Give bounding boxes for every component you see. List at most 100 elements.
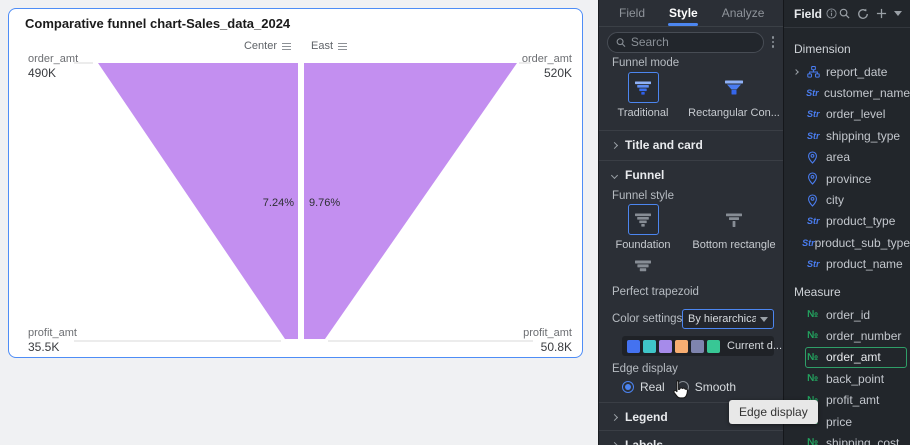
- funnel-style-perfect-trapezoid[interactable]: [612, 251, 674, 282]
- funnel-east: [304, 63, 517, 339]
- dimension-section-label: Dimension: [794, 42, 851, 56]
- string-type-icon: Str: [807, 130, 820, 141]
- field-item-product-type[interactable]: Str product_type: [807, 214, 896, 229]
- right-funnel-top-label: order_amt 520K: [521, 53, 572, 80]
- chevron-right-icon: [610, 441, 619, 445]
- search-icon[interactable]: [839, 8, 850, 19]
- left-funnel-top-label: order_amt 490K: [28, 53, 79, 80]
- field-item-product-name[interactable]: Str product_name: [807, 257, 903, 272]
- refresh-icon[interactable]: [857, 8, 869, 20]
- legend-menu-icon[interactable]: [338, 41, 348, 52]
- color-swatch: [659, 339, 672, 353]
- funnel-style-foundation[interactable]: Foundation: [612, 204, 674, 251]
- bottom-rectangle-option-box[interactable]: [719, 204, 750, 235]
- chart-title: Comparative funnel chart-Sales_data_2024: [25, 16, 291, 31]
- foundation-option-box[interactable]: [627, 204, 659, 235]
- field-item-customer-name[interactable]: Str customer_name: [806, 86, 910, 101]
- style-panel: Field Style Analyze Funnel mode: [598, 0, 794, 445]
- field-item-shipping-cost[interactable]: № shipping_cost: [794, 432, 910, 445]
- number-type-icon: №: [807, 309, 819, 321]
- section-labels[interactable]: Labels: [599, 431, 783, 445]
- chart-legend: Center East: [9, 40, 582, 52]
- funnel-style-label: Funnel style: [612, 190, 675, 202]
- conversion-rate-east: 9.76%: [309, 197, 341, 209]
- measure-section-label: Measure: [794, 284, 841, 299]
- info-icon[interactable]: [826, 8, 837, 19]
- legend-menu-icon[interactable]: [282, 41, 291, 52]
- string-type-icon: Str: [807, 109, 820, 120]
- traditional-funnel-icon: [635, 81, 651, 95]
- search-icon: [616, 37, 626, 47]
- field-item-order-id[interactable]: № order_id: [807, 307, 871, 322]
- chevron-right-icon: [610, 413, 619, 421]
- legend-label: Center: [243, 40, 277, 52]
- date-hierarchy-icon: [807, 65, 826, 78]
- number-type-icon: №: [807, 330, 819, 342]
- color-swatch: [691, 339, 704, 353]
- funnel-style-bottom-rectangle[interactable]: Bottom rectangle: [688, 204, 780, 251]
- foundation-funnel-icon: [635, 213, 651, 227]
- traditional-funnel-option-box[interactable]: [627, 72, 659, 103]
- field-item-shipping-type[interactable]: Str shipping_type: [807, 128, 901, 143]
- field-panel: Field: [783, 0, 910, 445]
- color-swatch: [643, 339, 656, 353]
- rectangular-cone-funnel-icon: [725, 80, 743, 95]
- funnel-mode-rectangular[interactable]: Rectangular Con...: [688, 72, 780, 119]
- perfect-trapezoid-funnel-icon: [635, 260, 651, 271]
- geo-pin-icon: [807, 151, 826, 164]
- perfect-trapezoid-label: Perfect trapezoid: [612, 286, 699, 298]
- section-legend[interactable]: Legend: [599, 403, 783, 431]
- dashboard-canvas[interactable]: Comparative funnel chart-Sales_data_2024…: [0, 0, 598, 445]
- field-item-order-number[interactable]: № order_number: [807, 328, 902, 343]
- perfect-trapezoid-option-box[interactable]: [628, 251, 659, 282]
- left-funnel-bottom-label: profit_amt 35.5K: [28, 327, 77, 354]
- funnel-chart-card[interactable]: Comparative funnel chart-Sales_data_2024…: [8, 8, 583, 358]
- string-type-icon: Str: [807, 259, 820, 270]
- rectangular-cone-option-box[interactable]: [719, 72, 750, 103]
- field-item-province[interactable]: province: [794, 168, 910, 189]
- number-type-icon: №: [807, 437, 819, 445]
- tab-analyze[interactable]: Analyze: [721, 6, 765, 20]
- string-type-icon: Str: [807, 216, 820, 227]
- number-type-icon: №: [807, 373, 819, 385]
- legend-label: East: [311, 40, 334, 52]
- string-type-icon: Str: [802, 237, 815, 248]
- funnel-mode-label: Funnel mode: [612, 57, 680, 69]
- edge-display-smooth-radio[interactable]: Smooth: [676, 380, 736, 394]
- color-swatch: [707, 339, 720, 353]
- field-item-back-point[interactable]: № back_point: [807, 371, 885, 386]
- field-item-report-date[interactable]: report_date: [793, 61, 910, 82]
- field-panel-title: Field: [794, 6, 823, 21]
- field-item-product-sub-type[interactable]: Str product_sub_type: [802, 235, 910, 250]
- color-palette-dropdown[interactable]: Current d...: [622, 336, 794, 356]
- radio-selected-icon[interactable]: [622, 381, 634, 393]
- number-type-icon: №: [807, 351, 819, 363]
- field-item-area[interactable]: area: [794, 147, 910, 168]
- edge-display-label: Edge display: [612, 363, 678, 375]
- tab-field[interactable]: Field: [619, 6, 646, 20]
- field-item-city[interactable]: city: [794, 189, 910, 210]
- color-swatch: [627, 339, 640, 353]
- section-title-and-card[interactable]: Title and card: [599, 131, 783, 159]
- field-item-order-amt[interactable]: № order_amt: [794, 347, 910, 368]
- funnel-mode-traditional[interactable]: Traditional: [612, 72, 674, 119]
- right-funnel-bottom-label: profit_amt 50.8K: [523, 327, 572, 354]
- radio-unselected-icon[interactable]: [676, 381, 689, 393]
- style-search-box[interactable]: [607, 31, 764, 53]
- style-search-input[interactable]: [630, 35, 755, 49]
- add-field-icon[interactable]: [876, 8, 887, 19]
- more-options-icon[interactable]: [770, 34, 777, 50]
- section-funnel[interactable]: Funnel: [599, 161, 783, 189]
- expand-icon[interactable]: [793, 68, 799, 75]
- legend-item-east[interactable]: East: [311, 40, 348, 52]
- chevron-right-icon: [610, 141, 619, 149]
- bottom-rectangle-funnel-icon: [726, 213, 742, 227]
- edge-display-real-radio[interactable]: Real: [622, 380, 665, 394]
- tab-style[interactable]: Style: [669, 0, 698, 26]
- collapse-panel-icon[interactable]: [894, 11, 902, 16]
- field-item-order-level[interactable]: Str order_level: [807, 107, 886, 122]
- color-settings-dropdown[interactable]: By hierarchical c...: [682, 309, 774, 329]
- legend-item-center[interactable]: Center: [244, 40, 291, 52]
- funnel-plot: [74, 62, 533, 342]
